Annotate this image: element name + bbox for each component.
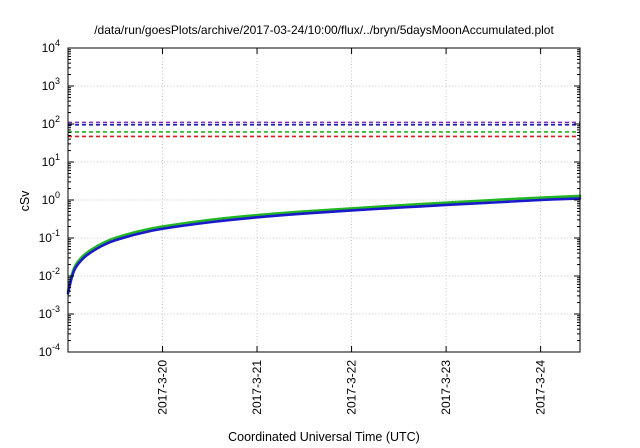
- y-tick-label: 103: [42, 76, 60, 93]
- x-axis-label: Coordinated Universal Time (UTC): [228, 430, 420, 444]
- y-tick-label: 10-2: [39, 266, 60, 283]
- threshold-lines: [68, 121, 580, 138]
- x-tick-label: 2017-3-20: [156, 360, 170, 415]
- x-tick-label: 2017-3-23: [439, 360, 453, 415]
- series-line: [66, 197, 582, 295]
- y-tick-label: 102: [42, 114, 60, 131]
- y-tick-label: 100: [42, 190, 60, 207]
- y-axis-label: cSv: [18, 190, 32, 212]
- y-tick-label: 104: [42, 38, 60, 55]
- series-line: [66, 194, 582, 293]
- x-tick-label: 2017-3-21: [250, 360, 264, 415]
- y-tick-label: 10-3: [39, 304, 60, 321]
- y-tick-label: 10-1: [39, 228, 60, 245]
- y-tick-label: 101: [42, 152, 60, 169]
- x-tick-label: 2017-3-22: [345, 360, 359, 415]
- y-tick-label: 10-4: [39, 342, 60, 359]
- series-lines: [66, 194, 582, 295]
- x-tick-label: 2017-3-24: [534, 360, 548, 415]
- axis-ticks: [68, 47, 580, 353]
- grid: [68, 48, 580, 352]
- y-tick-labels: 10-4 10-3 10-2 10-1 100 101 102 103 104: [39, 38, 60, 359]
- chart-title: /data/run/goesPlots/archive/2017-03-24/1…: [94, 23, 554, 37]
- x-tick-labels: 2017-3-20 2017-3-21 2017-3-22 2017-3-23 2017…: [156, 360, 548, 415]
